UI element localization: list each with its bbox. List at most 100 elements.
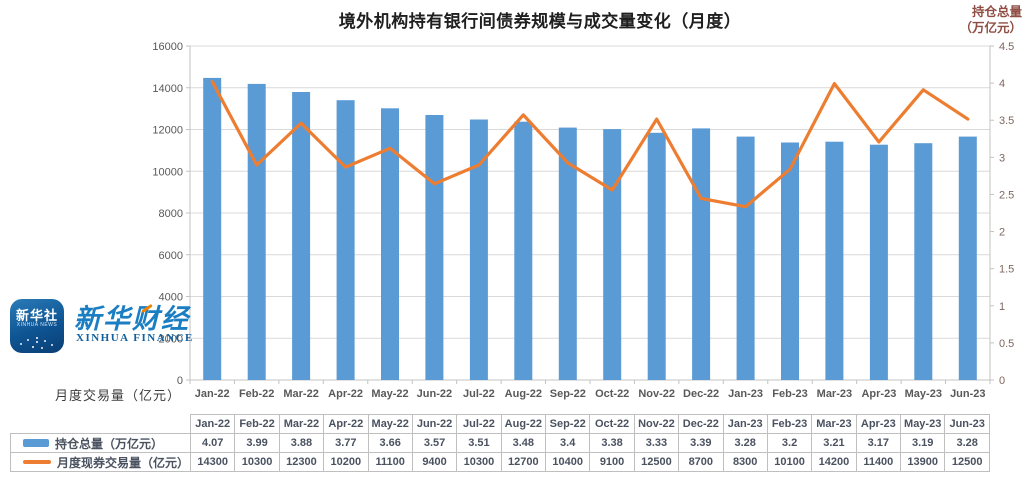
- legend-cell: 持仓总量（万亿元）: [10, 433, 191, 453]
- table-month-header: Mar-23: [811, 414, 857, 434]
- table-month-header: Oct-22: [589, 414, 635, 434]
- holdings-bar-Jan-22: [203, 77, 222, 381]
- holdings-bar-Mar-23: [825, 141, 844, 380]
- holdings-bar-Feb-22: [247, 83, 266, 381]
- line-series-legend-icon: [23, 460, 51, 464]
- x-axis-label: Oct-22: [595, 388, 629, 400]
- table-month-header: Feb-23: [766, 414, 813, 434]
- right-axis-tick-label: 1.5: [999, 264, 1014, 276]
- brand-name: 新华财经: [74, 304, 190, 334]
- x-axis-label: Jan-22: [195, 388, 230, 400]
- holdings-bar-Apr-22: [336, 100, 355, 380]
- holdings-bar-Jan-23: [736, 136, 755, 380]
- table-value-cell: 12500: [944, 452, 990, 472]
- chart-title: 境外机构持有银行间债券规模与成交量变化（月度）: [338, 12, 742, 31]
- logo-icon-subtitle: XINHUA NEWS: [16, 322, 58, 328]
- x-axis-label: Apr-23: [861, 388, 896, 400]
- table-header-row: Jan-22 Feb-22 Mar-22 Apr-22 May-22 Jun-22 Jul-…: [11, 414, 990, 434]
- holdings-bar-Dec-22: [692, 128, 711, 380]
- table-series-row: 月度现券交易量（亿元） 14300 10300 12300 10200 11100 9400…: [10, 452, 990, 472]
- table-value-cell: 3.88: [278, 433, 325, 453]
- left-axis-tick-label: 10000: [152, 166, 183, 178]
- xinhua-news-app-icon: 新华社 XINHUA NEWS: [10, 299, 64, 353]
- holdings-bar-May-23: [914, 143, 933, 380]
- holdings-bar-Mar-22: [292, 92, 311, 380]
- table-value-cell: 14200: [811, 452, 857, 472]
- table-series-row: 持仓总量（万亿元） 4.07 3.99 3.88 3.77 3.66 3.57 3.51 3.4…: [10, 433, 990, 453]
- logo-icon-title: 新华社: [15, 308, 58, 323]
- x-axis-label: Jan-23: [728, 388, 763, 400]
- trading-volume-line: [210, 79, 970, 209]
- table-value-cell: 3.66: [367, 433, 413, 453]
- table-month-header: Apr-22: [323, 414, 369, 434]
- table-value-cell: 3.4: [544, 433, 591, 453]
- brand-name-english: XINHUA FINANCE: [76, 332, 194, 344]
- secondary-axis-title-line2: （万亿元）: [959, 21, 1022, 35]
- series-label: 月度现券交易量（亿元）: [57, 455, 190, 470]
- holdings-bar-Aug-22: [514, 121, 533, 380]
- table-value-cell: 3.21: [811, 433, 857, 453]
- x-axis-label: Jul-22: [463, 388, 495, 400]
- holdings-bar-Jun-22: [425, 115, 444, 380]
- right-axis-tick-label: 4.5: [999, 41, 1014, 53]
- table-value-cell: 3.57: [411, 433, 458, 453]
- table-value-cell: 13900: [899, 452, 946, 472]
- table-month-header: May-23: [899, 414, 946, 434]
- table-value-cell: 10100: [766, 452, 813, 472]
- table-month-header: Jan-23: [722, 414, 768, 434]
- table-value-cell: 3.39: [678, 433, 724, 453]
- primary-axis-caption: 月度交易量（亿元）: [55, 388, 182, 403]
- x-axis-label: Mar-23: [817, 388, 852, 400]
- logo-constellation-icon: [36, 337, 38, 339]
- x-axis-label: Jun-22: [417, 388, 452, 400]
- table-month-header: Feb-22: [234, 414, 280, 434]
- table-value-cell: 3.28: [944, 433, 990, 453]
- table-value-cell: 3.28: [722, 433, 768, 453]
- table-month-header: Jan-22: [189, 414, 236, 434]
- xinhua-finance-logo: 新华社 XINHUA NEWS 新华财经 XINHUA FINANCE: [10, 297, 192, 359]
- x-axis-label: Jun-23: [950, 388, 985, 400]
- table-value-cell: 3.17: [855, 433, 902, 453]
- table-month-header: Mar-22: [278, 414, 325, 434]
- right-axis-tick-label: 4: [999, 78, 1005, 90]
- table-value-cell: 10200: [323, 452, 369, 472]
- right-axis-tick-label: 1: [999, 301, 1005, 313]
- table-month-header: Jul-22: [456, 414, 502, 434]
- holdings-bar-Feb-23: [781, 142, 799, 380]
- left-axis-tick-label: 2000: [159, 333, 183, 345]
- x-axis-label: May-23: [905, 388, 942, 400]
- holdings-bar-Nov-22: [647, 132, 666, 380]
- table-value-cell: 9100: [589, 452, 635, 472]
- table-value-cell: 3.99: [234, 433, 280, 453]
- table-month-header: Nov-22: [633, 414, 680, 434]
- table-month-header: Jun-22: [411, 414, 458, 434]
- right-axis-tick-label: 2.5: [999, 189, 1014, 201]
- legend-cell: 月度现券交易量（亿元）: [10, 452, 191, 472]
- table-value-cell: 11400: [855, 452, 902, 472]
- x-axis-label: Feb-22: [239, 388, 274, 400]
- holdings-bar-Jul-22: [469, 119, 488, 380]
- secondary-axis-title: 持仓总量 （万亿元）: [959, 4, 1022, 36]
- holdings-bar-May-22: [381, 108, 399, 381]
- right-axis-tick-label: 3: [999, 152, 1005, 164]
- left-axis-tick-label: 8000: [159, 208, 183, 220]
- x-axis-label: Nov-22: [638, 388, 675, 400]
- left-axis-tick-label: 4000: [159, 292, 183, 304]
- table-value-cell: 10400: [544, 452, 591, 472]
- left-axis-tick-label: 16000: [152, 41, 183, 53]
- left-axis-tick-label: 6000: [159, 250, 183, 262]
- table-value-cell: 3.77: [323, 433, 369, 453]
- x-axis-label: Dec-22: [683, 388, 719, 400]
- right-axis-tick-label: 2: [999, 227, 1005, 239]
- table-value-cell: 12500: [633, 452, 680, 472]
- table-value-cell: 12300: [278, 452, 325, 472]
- table-value-cell: 12700: [500, 452, 547, 472]
- table-value-cell: 3.38: [589, 433, 635, 453]
- x-axis-label: Aug-22: [505, 388, 542, 400]
- table-month-header: Aug-22: [500, 414, 547, 434]
- table-value-cell: 3.48: [500, 433, 547, 453]
- x-axis-label: Apr-22: [328, 388, 363, 400]
- table-value-cell: 9400: [411, 452, 458, 472]
- table-month-header: May-22: [367, 414, 413, 434]
